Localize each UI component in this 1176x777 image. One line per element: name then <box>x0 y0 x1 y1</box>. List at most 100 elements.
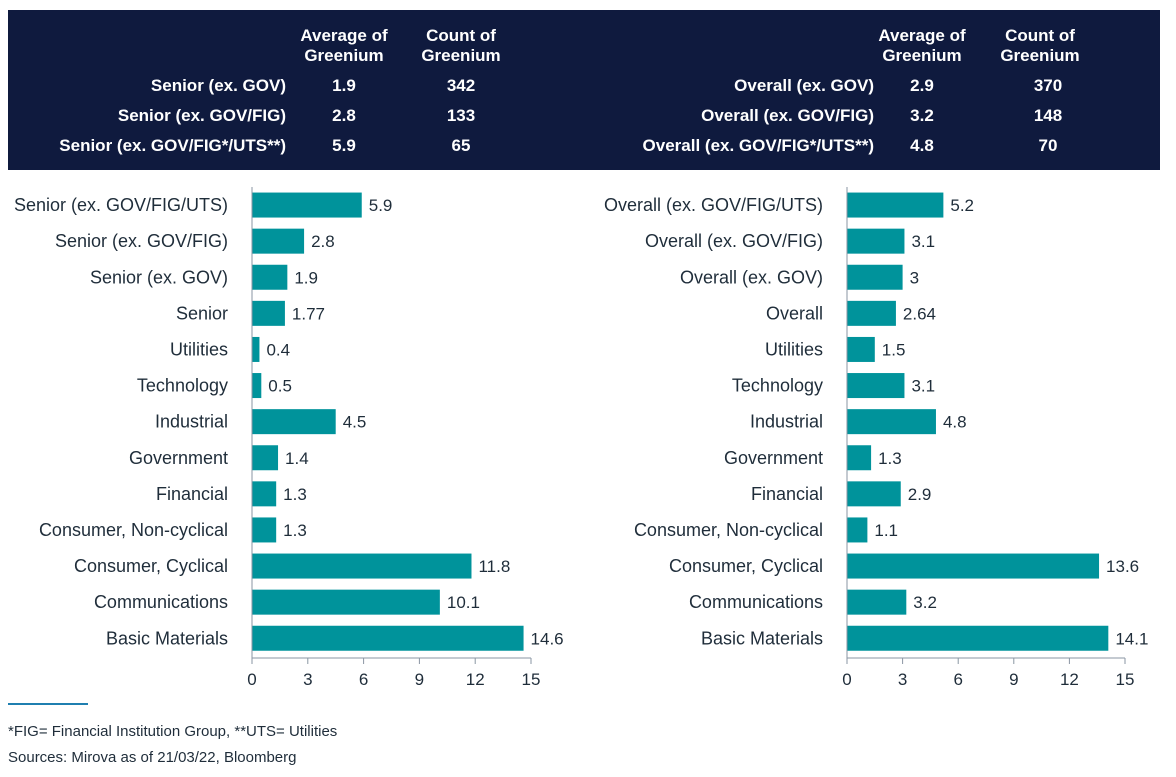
bar <box>847 228 905 254</box>
x-tick-label: 6 <box>359 670 368 689</box>
table-row-label: Overall (ex. GOV/FIG*/UTS**) <box>642 136 874 155</box>
table-row-label: Senior (ex. GOV/FIG) <box>117 106 286 125</box>
x-tick-label: 12 <box>466 670 485 689</box>
category-label: Overall (ex. GOV/FIG) <box>645 231 823 251</box>
bar <box>252 264 288 290</box>
table-row-average: 2.9 <box>910 76 934 95</box>
data-label: 1.3 <box>878 449 902 468</box>
category-label: Senior (ex. GOV/FIG/UTS) <box>14 195 228 215</box>
table-row-average: 1.9 <box>332 76 356 95</box>
data-label: 4.8 <box>943 413 967 432</box>
data-label: 3.1 <box>911 377 935 396</box>
footnote-definitions: *FIG= Financial Institution Group, **UTS… <box>8 723 338 740</box>
bar <box>252 625 524 651</box>
table-row-label: Overall (ex. GOV) <box>734 76 874 95</box>
data-label: 5.2 <box>950 196 974 215</box>
bar <box>252 192 362 218</box>
header-count-line1: Count of <box>1005 26 1075 45</box>
header-average: Average of Greenium <box>862 26 982 66</box>
bar <box>252 336 260 362</box>
data-label: 1.1 <box>874 521 898 540</box>
header-count: Count of Greenium <box>980 26 1100 66</box>
category-label: Financial <box>751 484 823 504</box>
data-label: 5.9 <box>369 196 393 215</box>
bar <box>847 192 944 218</box>
category-label: Overall (ex. GOV) <box>680 267 823 287</box>
category-label: Communications <box>94 592 228 612</box>
table-row-average: 3.2 <box>910 106 934 125</box>
data-label: 1.3 <box>283 521 307 540</box>
footnote-sources: Sources: Mirova as of 21/03/22, Bloomber… <box>8 749 297 766</box>
bar <box>252 553 472 579</box>
bar <box>847 625 1109 651</box>
x-tick-label: 3 <box>303 670 312 689</box>
category-label: Consumer, Cyclical <box>669 556 823 576</box>
category-label: Consumer, Cyclical <box>74 556 228 576</box>
category-label: Overall (ex. GOV/FIG/UTS) <box>604 195 823 215</box>
category-label: Communications <box>689 592 823 612</box>
category-label: Consumer, Non-cyclical <box>39 520 228 540</box>
bar <box>847 553 1100 579</box>
category-label: Senior (ex. GOV) <box>90 267 228 287</box>
category-label: Technology <box>137 376 228 396</box>
bar <box>847 264 903 290</box>
bar-chart-overall: Overall (ex. GOV/FIG/UTS) 5.2 Overall (ex.… <box>604 187 1148 689</box>
summary-table-senior: Average of Greenium Count of Greenium Se… <box>8 10 568 170</box>
table-row-count: 342 <box>446 76 476 95</box>
bar <box>847 589 907 615</box>
table-row-label: Senior (ex. GOV) <box>150 76 286 95</box>
x-tick-label: 3 <box>898 670 907 689</box>
header-count-line2: Greenium <box>1000 46 1080 65</box>
data-label: 1.3 <box>283 485 307 504</box>
data-label: 14.1 <box>1115 629 1148 648</box>
table-row-average: 4.8 <box>910 136 934 155</box>
category-label: Senior <box>176 303 228 323</box>
x-tick-label: 15 <box>522 670 541 689</box>
category-label: Technology <box>732 376 823 396</box>
category-label: Government <box>724 448 823 468</box>
bar <box>252 445 279 471</box>
table-row-count: 133 <box>446 106 476 125</box>
x-tick-label: 0 <box>842 670 851 689</box>
table-row-average: 5.9 <box>332 136 356 155</box>
data-label: 10.1 <box>447 593 480 612</box>
data-label: 1.77 <box>292 304 325 323</box>
bar <box>847 445 872 471</box>
header-average-line2: Greenium <box>304 46 384 65</box>
table-row-count: 370 <box>1033 76 1063 95</box>
x-tick-label: 9 <box>415 670 424 689</box>
data-label: 3 <box>910 268 919 287</box>
bar <box>252 517 277 543</box>
x-tick-label: 15 <box>1116 670 1135 689</box>
header-average: Average of Greenium <box>284 26 404 66</box>
x-tick-label: 12 <box>1060 670 1079 689</box>
bar <box>847 409 936 435</box>
table-row-label: Overall (ex. GOV/FIG) <box>701 106 874 125</box>
bar <box>252 373 262 399</box>
bar <box>847 373 905 399</box>
category-label: Utilities <box>170 339 228 359</box>
table-row-count: 65 <box>451 136 471 155</box>
data-label: 1.4 <box>285 449 309 468</box>
data-label: 2.9 <box>908 485 932 504</box>
summary-table-overall: Average of Greenium Count of Greenium Ov… <box>584 10 1160 170</box>
category-label: Consumer, Non-cyclical <box>634 520 823 540</box>
category-label: Senior (ex. GOV/FIG) <box>55 231 228 251</box>
bar <box>252 481 277 507</box>
data-label: 14.6 <box>531 629 564 648</box>
bar <box>847 336 875 362</box>
category-label: Utilities <box>765 339 823 359</box>
table-row-count: 148 <box>1033 106 1063 125</box>
header-average-line2: Greenium <box>882 46 962 65</box>
category-label: Basic Materials <box>701 628 823 648</box>
data-label: 13.6 <box>1106 557 1139 576</box>
category-label: Financial <box>156 484 228 504</box>
header-count-line1: Count of <box>426 26 496 45</box>
bar <box>252 409 336 435</box>
table-row-label: Senior (ex. GOV/FIG*/UTS**) <box>59 136 286 155</box>
bar <box>847 517 868 543</box>
data-label: 4.5 <box>343 413 367 432</box>
data-label: 1.9 <box>294 268 318 287</box>
header-count-line2: Greenium <box>421 46 501 65</box>
table-row-count: 70 <box>1038 136 1058 155</box>
